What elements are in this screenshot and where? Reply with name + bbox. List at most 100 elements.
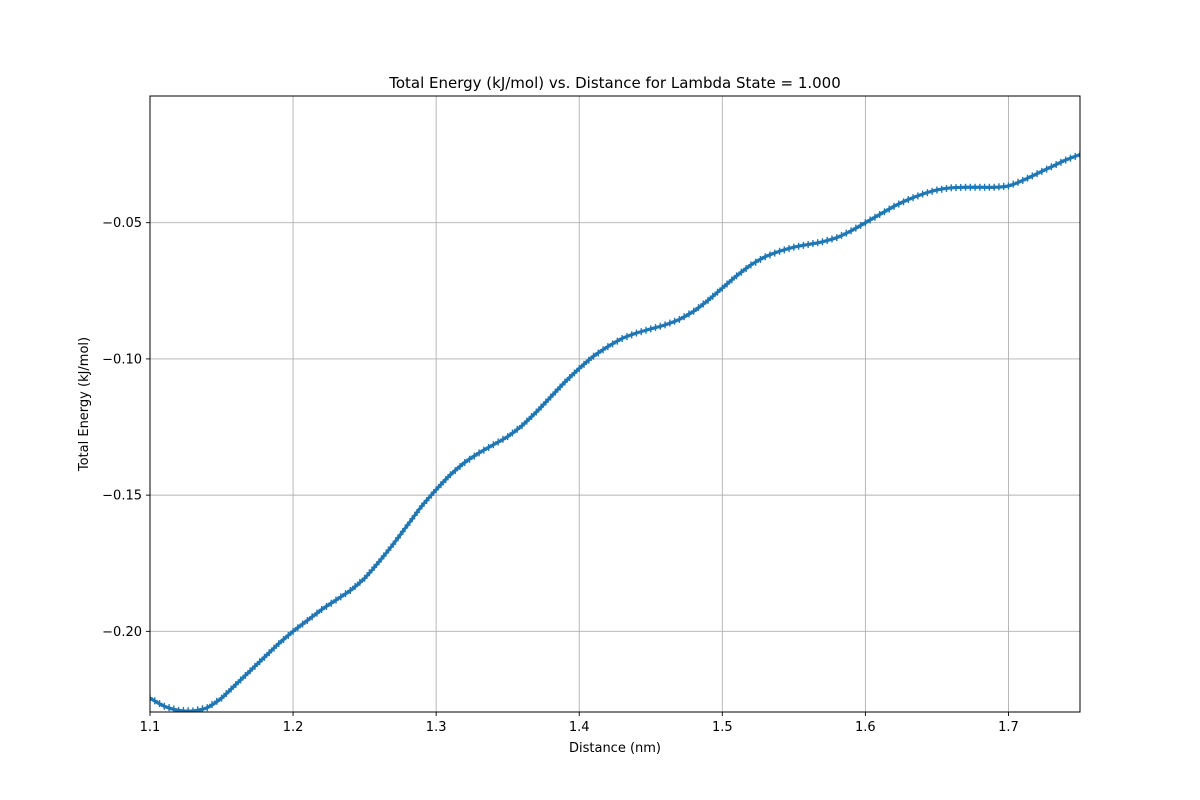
data-point-marker xyxy=(509,429,516,437)
data-point-marker xyxy=(1038,167,1045,175)
data-point-marker xyxy=(743,265,750,273)
data-point-marker xyxy=(189,707,196,712)
data-point-marker xyxy=(347,586,354,594)
data-point-marker xyxy=(528,413,535,421)
data-point-marker xyxy=(1034,170,1041,178)
data-point-marker xyxy=(242,671,249,679)
data-point-marker xyxy=(647,325,654,333)
data-point-marker xyxy=(1043,165,1050,173)
data-point-marker xyxy=(752,258,759,266)
data-point-marker xyxy=(1010,180,1017,188)
data-point-marker xyxy=(561,378,568,386)
data-point-marker xyxy=(328,599,335,607)
data-point-marker xyxy=(414,508,421,516)
data-point-marker xyxy=(356,578,363,586)
data-point-marker xyxy=(604,343,611,351)
data-point-marker xyxy=(843,229,850,237)
data-point-marker xyxy=(905,196,912,204)
data-point-marker xyxy=(900,198,907,206)
data-point-marker xyxy=(585,356,592,364)
data-point-marker xyxy=(876,211,883,219)
data-point-marker xyxy=(228,685,235,693)
data-point-marker xyxy=(943,185,950,193)
y-tick-label: −0.20 xyxy=(102,625,142,640)
data-point-marker xyxy=(461,458,468,466)
data-point-marker xyxy=(724,280,731,288)
data-point-marker xyxy=(280,636,287,644)
data-point-marker xyxy=(194,706,201,712)
chart-title: Total Energy (kJ/mol) vs. Distance for L… xyxy=(388,74,841,92)
x-tick-label: 1.5 xyxy=(712,720,733,735)
data-point-marker xyxy=(895,200,902,208)
data-point-marker xyxy=(204,704,211,712)
y-axis-label: Total Energy (kJ/mol) xyxy=(77,337,92,472)
data-point-marker xyxy=(504,433,511,441)
data-point-marker xyxy=(423,497,430,505)
y-tick-label: −0.10 xyxy=(102,352,142,367)
data-point-marker xyxy=(366,569,373,577)
data-point-marker xyxy=(390,540,397,548)
data-point-marker xyxy=(566,374,573,382)
data-point-marker xyxy=(829,235,835,243)
data-point-marker xyxy=(595,349,602,357)
data-point-marker xyxy=(709,292,716,300)
data-point-marker xyxy=(404,521,411,529)
data-point-marker xyxy=(1015,178,1021,186)
data-point-marker xyxy=(714,288,721,296)
data-point-marker xyxy=(275,640,282,648)
data-point-marker xyxy=(633,329,640,337)
data-point-marker xyxy=(685,310,692,318)
data-point-marker xyxy=(643,326,649,334)
data-point-marker xyxy=(914,192,921,200)
data-point-marker xyxy=(485,443,492,451)
data-point-marker xyxy=(1029,172,1036,180)
data-point-marker xyxy=(150,694,153,702)
axis-ticks: 1.1 1.2 1.3 1.4 1.5 1.6 1.7 −0.05 −0.10 −0.15 −0.2… xyxy=(102,216,1019,735)
data-point-marker xyxy=(471,452,478,460)
data-point-marker xyxy=(271,644,277,652)
data-point-marker xyxy=(352,582,359,590)
data-point-marker xyxy=(523,417,530,425)
data-point-marker xyxy=(795,242,802,250)
data-point-marker xyxy=(857,221,864,229)
data-point-marker xyxy=(232,680,239,688)
data-point-marker xyxy=(924,189,931,197)
data-point-marker xyxy=(786,245,793,253)
data-point-marker xyxy=(290,627,297,635)
data-point-marker xyxy=(619,334,626,342)
data-point-marker xyxy=(719,284,726,292)
y-tick-label: −0.15 xyxy=(102,489,142,504)
data-point-marker xyxy=(385,546,392,554)
data-point-marker xyxy=(657,322,664,330)
data-point-marker xyxy=(466,455,473,463)
data-point-marker xyxy=(247,667,254,675)
data-point-marker xyxy=(476,449,483,457)
data-point-marker xyxy=(480,446,487,454)
data-point-marker xyxy=(223,690,230,698)
data-point-marker xyxy=(662,321,669,329)
data-point-marker xyxy=(1048,163,1055,171)
data-point-marker xyxy=(1062,156,1069,164)
data-point-marker xyxy=(428,491,435,499)
data-point-marker xyxy=(199,705,206,712)
data-point-marker xyxy=(209,700,215,708)
data-point-marker xyxy=(542,398,549,406)
data-point-marker xyxy=(666,319,673,327)
data-point-marker xyxy=(733,272,740,280)
series-line xyxy=(150,153,1080,712)
data-point-marker xyxy=(323,602,330,610)
data-point-marker xyxy=(1077,151,1080,159)
data-point-marker xyxy=(1024,174,1031,182)
data-point-marker xyxy=(519,422,525,430)
data-point-marker xyxy=(600,346,607,354)
data-point-marker xyxy=(700,300,707,308)
data-point-marker xyxy=(881,208,888,216)
data-point-marker xyxy=(237,676,244,684)
data-point-marker xyxy=(690,307,697,315)
data-point-marker xyxy=(533,408,540,416)
data-point-marker xyxy=(538,403,545,411)
data-point-marker xyxy=(433,486,440,494)
data-point-marker xyxy=(333,596,339,604)
data-point-marker xyxy=(418,502,425,510)
plot-frame xyxy=(149,95,1081,713)
